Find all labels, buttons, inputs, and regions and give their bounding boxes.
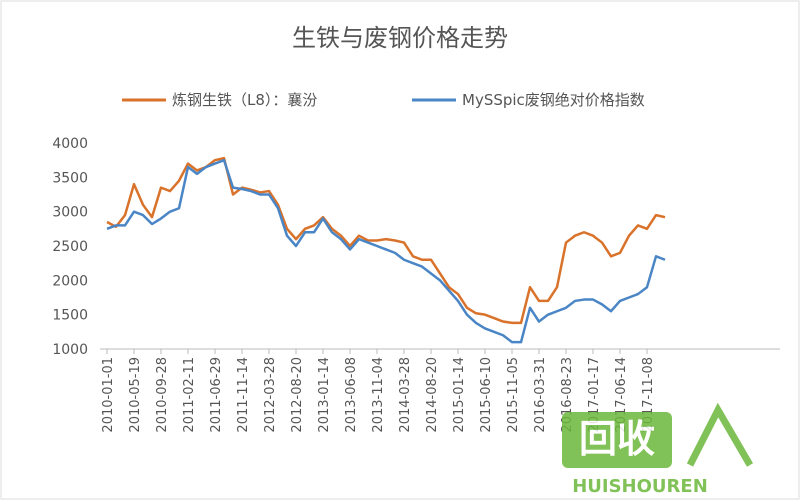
x-tick-label: 2013-06-08 (344, 357, 359, 433)
y-tick-label: 3500 (52, 170, 88, 186)
x-tick-label: 2015-01-14 (452, 357, 467, 433)
watermark-icon (686, 402, 754, 467)
x-tick-label: 2010-01-01 (101, 357, 116, 433)
watermark: 回收 HUISHOUREN (562, 402, 754, 497)
x-tick-label: 2013-11-04 (371, 357, 386, 433)
x-tick-label: 2010-09-28 (155, 357, 170, 433)
series-line (106, 156, 666, 325)
x-tick-label: 2011-02-11 (182, 357, 197, 433)
x-tick-label: 2011-06-29 (209, 357, 224, 433)
legend-label: MySSpic废钢绝对价格指数 (462, 91, 645, 109)
legend-label: 炼钢生铁（L8）：襄汾 (172, 91, 317, 109)
x-tick-label: 2013-01-14 (317, 357, 332, 433)
x-tick-label: 2015-06-10 (479, 357, 494, 433)
x-tick-label: 2014-08-20 (425, 357, 440, 433)
y-tick-label: 1000 (52, 342, 88, 358)
x-tick-label: 2012-03-28 (263, 357, 278, 433)
y-tick-label: 1500 (52, 308, 88, 324)
y-tick-label: 2500 (52, 239, 88, 255)
y-tick-label: 4000 (52, 136, 88, 152)
series-line (106, 158, 666, 344)
y-tick-label: 3000 (52, 205, 88, 221)
x-tick-label: 2014-03-28 (398, 357, 413, 433)
x-tick-label: 2016-03-31 (533, 357, 548, 433)
x-tick-label: 2011-11-14 (236, 357, 251, 433)
watermark-badge (562, 412, 672, 468)
chart-title: 生铁与废钢价格走势 (292, 24, 508, 52)
watermark-logo: 回收 (579, 417, 655, 461)
x-tick-label: 2015-11-05 (506, 357, 521, 433)
x-tick-label: 2010-05-19 (128, 357, 143, 433)
watermark-brand: HUISHOUREN (572, 476, 708, 497)
x-tick-label: 2012-08-20 (290, 357, 305, 433)
y-tick-label: 2000 (52, 273, 88, 289)
